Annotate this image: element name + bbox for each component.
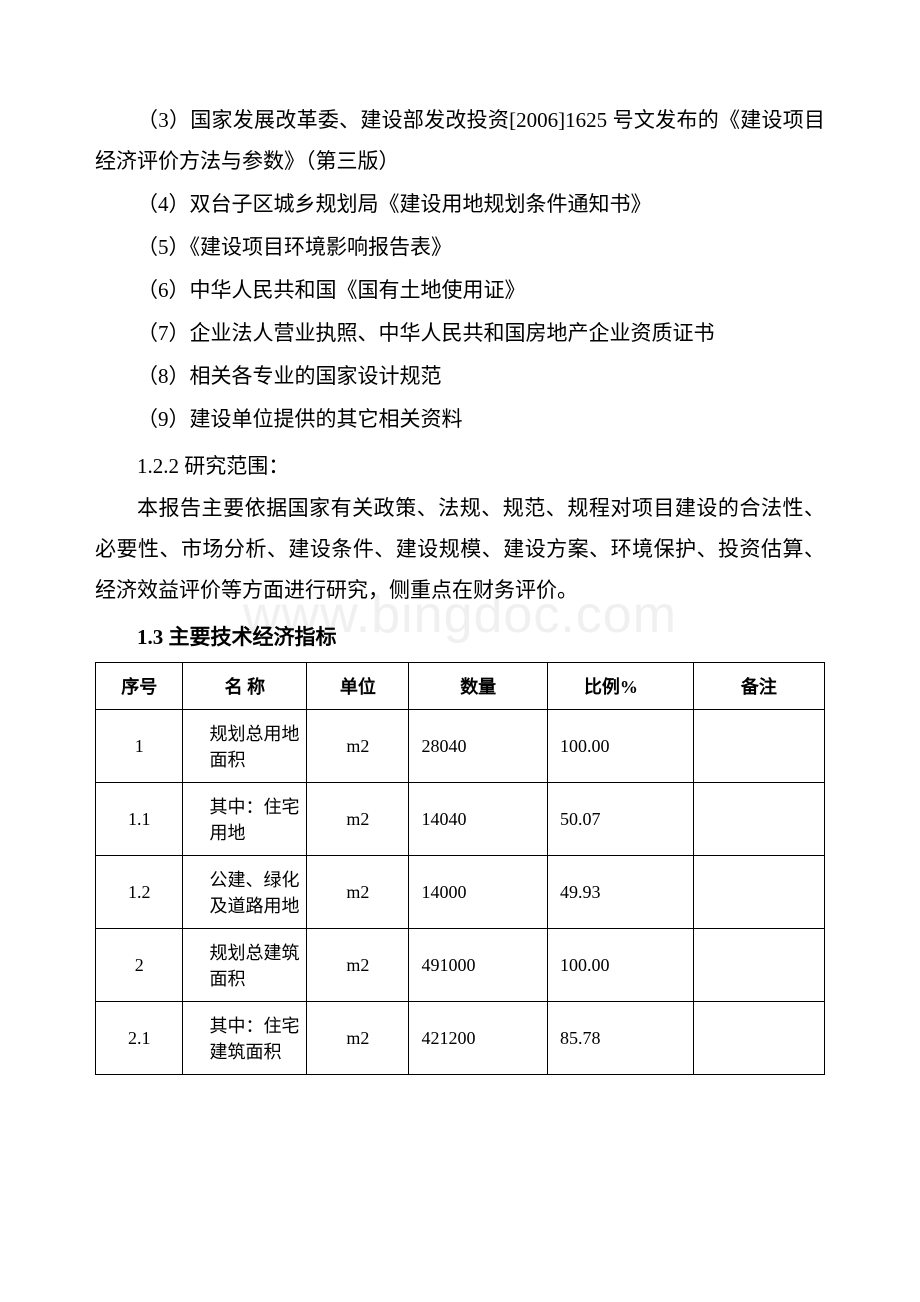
cell-note [693,710,824,783]
table-row: 2 规划总建筑面积 m2 491000 100.00 [96,929,825,1002]
cell-ratio: 85.78 [547,1002,693,1075]
col-header-seq: 序号 [96,663,183,710]
list-item: （6）中华人民共和国《国有土地使用证》 [95,270,825,311]
list-item: （9）建设单位提供的其它相关资料 [95,399,825,440]
table-header-row: 序号 名 称 单位 数量 比例% 备注 [96,663,825,710]
list-item: （5）《建设项目环境影响报告表》 [95,227,825,268]
cell-qty: 14000 [409,856,548,929]
cell-seq: 2 [96,929,183,1002]
table-row: 1 规划总用地面积 m2 28040 100.00 [96,710,825,783]
cell-ratio: 100.00 [547,710,693,783]
cell-note [693,1002,824,1075]
cell-note [693,929,824,1002]
cell-unit: m2 [307,929,409,1002]
cell-ratio: 49.93 [547,856,693,929]
cell-name: 其中：住宅建筑面积 [183,1002,307,1075]
subsection-heading: 1.2.2 研究范围： [95,446,825,487]
cell-seq: 1.1 [96,783,183,856]
list-item: （3）国家发展改革委、建设部发改投资[2006]1625 号文发布的《建设项目经… [95,100,825,182]
cell-qty: 421200 [409,1002,548,1075]
cell-unit: m2 [307,710,409,783]
cell-unit: m2 [307,856,409,929]
list-item: （4）双台子区城乡规划局《建设用地规划条件通知书》 [95,184,825,225]
cell-ratio: 100.00 [547,929,693,1002]
list-item: （7）企业法人营业执照、中华人民共和国房地产企业资质证书 [95,313,825,354]
table-row: 1.2 公建、绿化及道路用地 m2 14000 49.93 [96,856,825,929]
cell-ratio: 50.07 [547,783,693,856]
cell-seq: 2.1 [96,1002,183,1075]
cell-name: 规划总用地面积 [183,710,307,783]
cell-seq: 1.2 [96,856,183,929]
cell-name: 其中：住宅用地 [183,783,307,856]
section-title: 1.3 主要技术经济指标 [95,617,825,658]
cell-qty: 491000 [409,929,548,1002]
col-header-qty: 数量 [409,663,548,710]
table-row: 2.1 其中：住宅建筑面积 m2 421200 85.78 [96,1002,825,1075]
col-header-name: 名 称 [183,663,307,710]
cell-name: 公建、绿化及道路用地 [183,856,307,929]
cell-unit: m2 [307,1002,409,1075]
cell-seq: 1 [96,710,183,783]
cell-note [693,783,824,856]
list-item: （8）相关各专业的国家设计规范 [95,356,825,397]
cell-note [693,856,824,929]
body-paragraph: 本报告主要依据国家有关政策、法规、规范、规程对项目建设的合法性、必要性、市场分析… [95,488,825,611]
indicators-table: 序号 名 称 单位 数量 比例% 备注 1 规划总用地面积 m2 28040 1… [95,662,825,1075]
cell-name: 规划总建筑面积 [183,929,307,1002]
col-header-note: 备注 [693,663,824,710]
col-header-ratio: 比例% [547,663,693,710]
cell-qty: 28040 [409,710,548,783]
cell-qty: 14040 [409,783,548,856]
cell-unit: m2 [307,783,409,856]
page-content: （3）国家发展改革委、建设部发改投资[2006]1625 号文发布的《建设项目经… [95,100,825,1075]
table-row: 1.1 其中：住宅用地 m2 14040 50.07 [96,783,825,856]
col-header-unit: 单位 [307,663,409,710]
